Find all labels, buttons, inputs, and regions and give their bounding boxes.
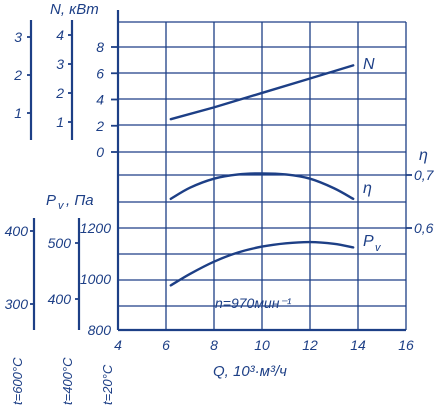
x-tick-16: 16 — [398, 337, 414, 353]
x-tick-8: 8 — [210, 337, 218, 353]
plot-grid — [118, 21, 412, 330]
curve-n — [169, 64, 355, 121]
pv-tick-1000: 1000 — [80, 271, 111, 287]
x-axis-label: Q, 10³·м³/ч — [213, 363, 287, 380]
temp-label-600: t=600°C — [10, 357, 25, 405]
x-tick-6: 6 — [162, 337, 170, 353]
pv400-tick-500: 500 — [48, 235, 72, 251]
curves — [169, 64, 355, 287]
x-tick-14: 14 — [350, 337, 366, 353]
pv-tick-800: 800 — [88, 322, 112, 338]
n-aux4-tick-4: 4 — [56, 27, 64, 43]
n-aux3-tick-3: 3 — [14, 29, 22, 45]
curve-eta — [169, 172, 355, 201]
series-label-eta: η — [363, 180, 372, 197]
temp-label-400: t=400°C — [60, 357, 75, 405]
n-tick-8: 8 — [96, 39, 104, 55]
pv-tick-1200: 1200 — [80, 220, 111, 236]
n-tick-0: 0 — [96, 144, 104, 160]
eta-tick-0,6: 0,6 — [414, 220, 434, 236]
pv400-tick-400: 400 — [48, 291, 72, 307]
speed-annotation: n=970мин⁻¹ — [215, 295, 292, 311]
n-axis-label: N, кВт — [50, 1, 99, 18]
n-tick-2: 2 — [95, 118, 104, 134]
x-tick-4: 4 — [114, 337, 122, 353]
series-label-pv: P v — [363, 233, 382, 254]
n-aux4-tick-2: 2 — [55, 85, 64, 101]
eta-axis-label: η — [419, 147, 428, 164]
eta-tick-0,7: 0,7 — [414, 167, 435, 183]
pv600-tick-400: 400 — [5, 223, 29, 239]
pv600-tick-300: 300 — [5, 296, 29, 312]
x-tick-12: 12 — [302, 337, 318, 353]
pv-axis-label: P v , Па — [46, 192, 94, 212]
n-aux3-tick-2: 2 — [13, 67, 22, 83]
pv-axis-label-sub: v — [58, 200, 65, 212]
n-tick-6: 6 — [96, 65, 104, 81]
n-aux4-tick-1: 1 — [56, 114, 64, 130]
series-label-pv-sub: v — [375, 242, 382, 254]
series-label-n: N — [363, 56, 375, 73]
pv-axis-label-main: P — [46, 192, 56, 209]
n-tick-4: 4 — [96, 92, 104, 108]
x-tick-10: 10 — [254, 337, 270, 353]
labels: 4 6 8 10 12 14 16 8 6 4 2 0 4 3 2 1 3 2 1 0,7 0,6 1200 1000 800… — [5, 20, 435, 353]
pv-axis-label-unit: , Па — [66, 192, 94, 209]
n-aux3-tick-1: 1 — [14, 105, 22, 121]
temp-label-20: t=20°C — [100, 364, 115, 405]
n-aux4-tick-3: 3 — [56, 56, 64, 72]
series-label-pv-main: P — [363, 233, 374, 250]
curve-pv — [169, 240, 355, 287]
